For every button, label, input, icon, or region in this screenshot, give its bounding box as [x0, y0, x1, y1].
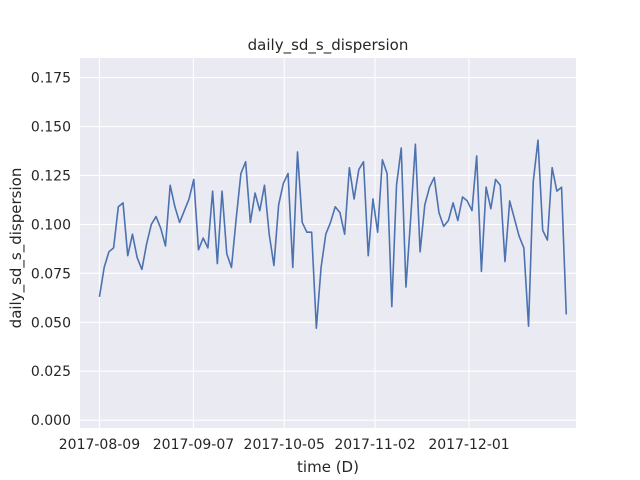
y-tick-label: 0.075 [31, 266, 71, 282]
y-tick-label: 0.150 [31, 120, 71, 136]
x-tick-label: 2017-08-09 [59, 437, 140, 453]
y-tick-label: 0.175 [31, 71, 71, 87]
y-tick-label: 0.125 [31, 168, 71, 184]
x-tick-label: 2017-09-07 [153, 437, 234, 453]
y-tick-label: 0.100 [31, 217, 71, 233]
x-tick-label: 2017-10-05 [244, 437, 325, 453]
y-tick-label: 0.050 [31, 315, 71, 331]
plot-area [80, 58, 576, 428]
x-gridlines [98, 58, 470, 428]
y-tick-label: 0.000 [31, 413, 71, 429]
x-tick-labels: 2017-08-09 2017-09-07 2017-10-05 2017-11-02… [59, 437, 510, 453]
x-axis-label: time (D) [297, 458, 359, 476]
x-tick-label: 2017-12-01 [428, 437, 509, 453]
y-tick-label: 0.025 [31, 364, 71, 380]
series-line [98, 139, 568, 329]
x-tick-label: 2017-11-02 [334, 437, 415, 453]
y-axis-label: daily_sd_s_dispersion [7, 168, 26, 329]
chart-title: daily_sd_s_dispersion [248, 36, 409, 55]
y-gridlines [80, 77, 576, 421]
y-tick-labels: 0.000 0.025 0.050 0.075 0.100 0.125 0.150 0.175 [31, 71, 71, 430]
